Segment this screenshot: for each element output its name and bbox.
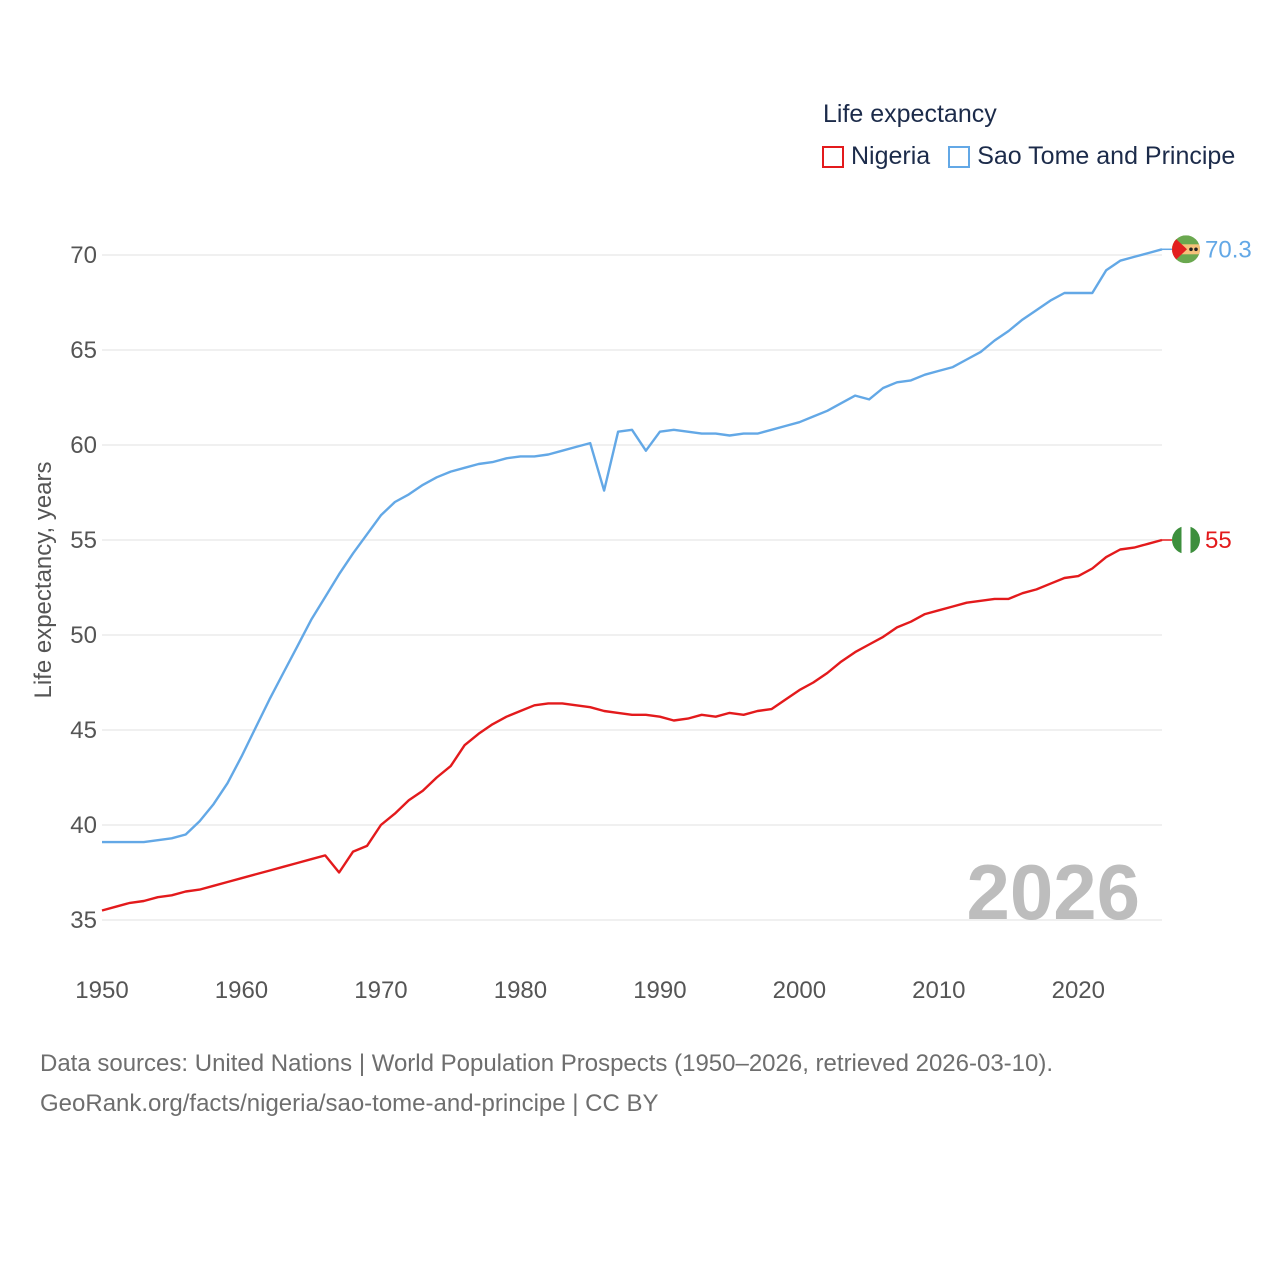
end-value-label-1: 70.3 [1205, 236, 1252, 263]
legend-label-sao-tome: Sao Tome and Principe [977, 142, 1236, 170]
legend-item-nigeria[interactable]: Nigeria [822, 142, 930, 171]
data-source-text: Data sources: United Nations | World Pop… [40, 1050, 1054, 1077]
legend: Nigeria Sao Tome and Principe [822, 142, 1253, 171]
x-tick-label: 1950 [75, 977, 128, 1004]
legend-title: Life expectancy [823, 100, 997, 128]
series-lines [101, 248, 1163, 912]
legend-label-nigeria: Nigeria [851, 142, 931, 170]
x-tick-label: 1990 [633, 977, 686, 1004]
x-tick-label: 1970 [354, 977, 407, 1004]
sao-tome-flag-icon [1172, 235, 1200, 264]
legend-swatch-nigeria [822, 145, 844, 168]
y-tick-label: 60 [70, 432, 97, 459]
series-line-0[interactable] [101, 538, 1163, 912]
y-tick-label: 50 [70, 622, 97, 649]
end-value-label-0: 55 [1205, 527, 1232, 554]
x-tick-label: 1960 [215, 977, 268, 1004]
x-tick-label: 2010 [912, 977, 965, 1004]
series-line-1[interactable] [102, 248, 1163, 844]
legend-swatch-sao-tome [948, 145, 971, 168]
source-link-text[interactable]: GeoRank.org/facts/nigeria/sao-tome-and-p… [40, 1090, 659, 1117]
gridlines [102, 254, 1162, 921]
line-chart: 35 40 45 50 55 60 65 70 1950 1960 1970 1980 1990 200… [30, 235, 1252, 1004]
x-tick-label: 2000 [773, 977, 826, 1004]
y-tick-label: 70 [70, 242, 97, 269]
nigeria-flag-icon [1172, 526, 1200, 554]
x-tick-label: 1980 [494, 977, 547, 1004]
y-tick-label: 55 [70, 527, 97, 554]
y-tick-label: 40 [70, 812, 97, 839]
y-axis: 35 40 45 50 55 60 65 70 [70, 242, 97, 934]
footer: Data sources: United Nations | World Pop… [40, 1044, 1053, 1124]
x-axis: 1950 1960 1970 1980 1990 2000 2010 2020 [75, 977, 1105, 1004]
current-year-label: 2026 [966, 848, 1140, 936]
legend-item-sao-tome[interactable]: Sao Tome and Principe [948, 142, 1235, 171]
series-end-markers: 55 70.3 [1162, 235, 1252, 554]
y-tick-label: 45 [70, 717, 97, 744]
x-tick-label: 2020 [1052, 977, 1105, 1004]
y-axis-title: Life expectancy, years [30, 461, 57, 698]
y-tick-label: 65 [70, 337, 97, 364]
y-tick-label: 35 [70, 907, 97, 934]
